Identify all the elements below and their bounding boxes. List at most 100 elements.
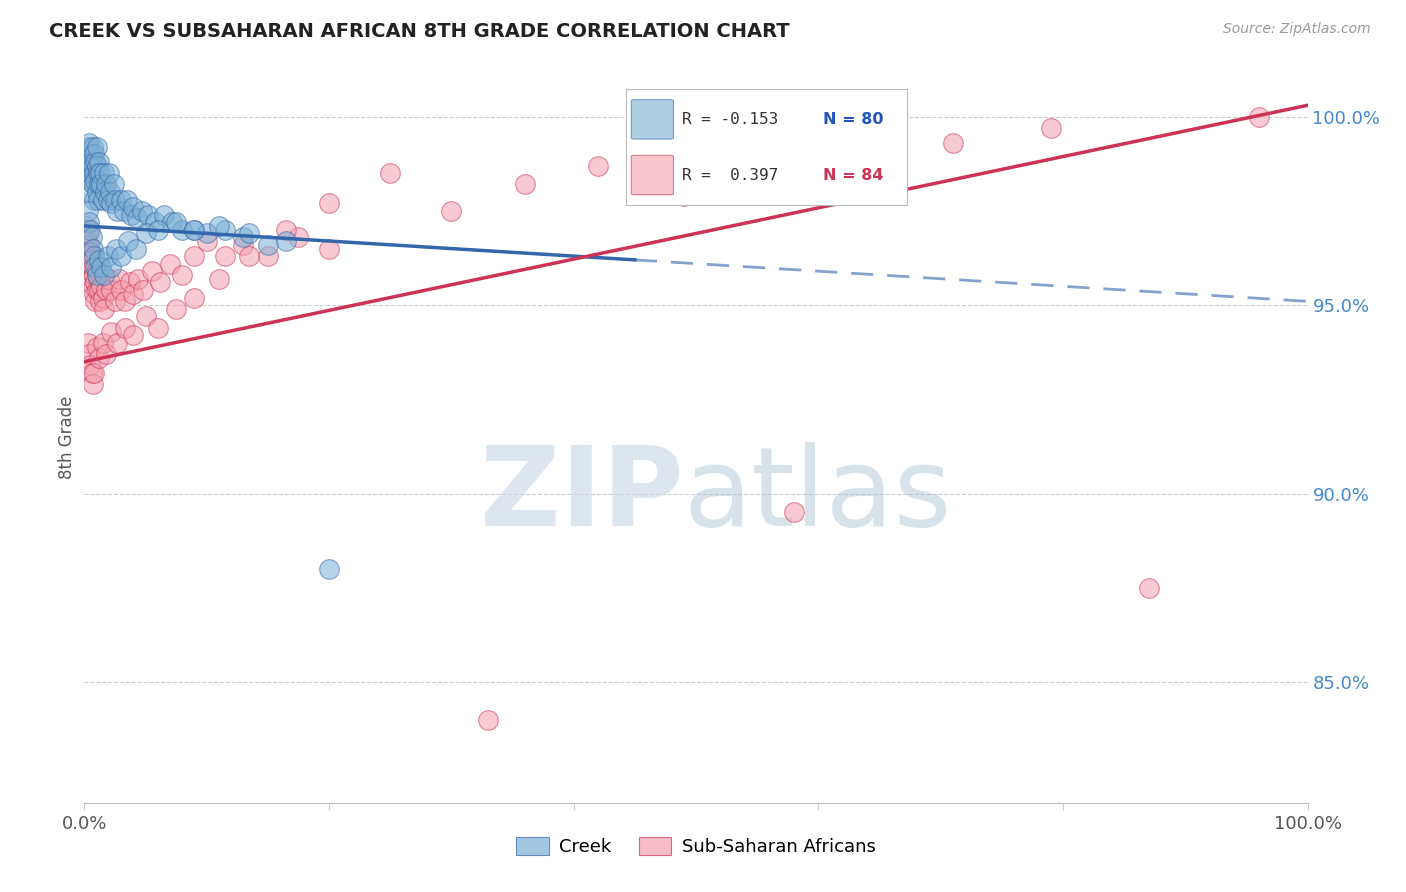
Text: atlas: atlas [683,442,952,549]
Point [79,359,101,373]
Point [89,166,111,180]
Point [146,223,169,237]
Point [586,159,609,173]
Point [77,347,100,361]
Point [131,203,153,218]
Point [76,234,98,248]
Point [93,166,115,180]
Point [87,252,110,267]
Point [90,279,112,293]
Point [83,147,105,161]
Point [105,335,128,350]
Point [82,260,104,275]
Point [104,294,127,309]
Point [127,271,149,285]
Point [110,193,132,207]
Point [112,203,135,218]
Point [86,185,108,199]
Point [80,252,103,267]
Point [77,136,100,150]
FancyBboxPatch shape [631,100,673,139]
Point [96,347,118,361]
Point [82,178,104,192]
Point [77,335,100,350]
Point [159,257,181,271]
Point [105,203,128,218]
Point [276,223,298,237]
Point [94,185,117,199]
Point [183,223,205,237]
Point [86,268,108,282]
Point [91,335,114,350]
Point [93,301,115,316]
Point [153,208,176,222]
Text: N = 80: N = 80 [823,112,883,127]
Point [80,174,103,188]
Point [232,237,254,252]
Point [96,283,118,297]
Point [87,178,110,192]
Point [146,320,169,334]
Point [110,249,132,263]
Point [89,294,111,309]
Point [172,268,194,282]
Point [100,260,122,275]
Point [183,249,205,263]
Point [104,193,127,207]
Point [115,193,138,207]
Point [82,242,104,256]
FancyBboxPatch shape [631,155,673,194]
Point [98,185,121,199]
Point [79,223,101,237]
Point [83,193,105,207]
Point [83,249,105,263]
Point [91,193,114,207]
Point [86,140,108,154]
Point [318,242,340,256]
Point [162,215,184,229]
Point [238,249,260,263]
Point [132,283,155,297]
Point [84,294,107,309]
Point [100,325,122,339]
Point [136,208,159,222]
Point [82,140,104,154]
Point [856,147,879,161]
Point [83,286,105,301]
Text: Source: ZipAtlas.com: Source: ZipAtlas.com [1223,22,1371,37]
Point [118,276,141,290]
Point [87,271,110,285]
Point [80,271,103,285]
Point [84,260,107,275]
Point [257,249,280,263]
Point [77,203,100,218]
Point [238,227,260,241]
Point [120,208,142,222]
Point [79,264,101,278]
Point [77,237,100,252]
Point [380,166,402,180]
Point [149,276,172,290]
Point [195,234,218,248]
Point [77,159,100,173]
Point [87,351,110,365]
Point [1039,120,1062,135]
Point [86,283,108,297]
Point [79,185,101,199]
Point [87,283,110,297]
Point [79,147,101,161]
Point [208,219,231,233]
Point [77,245,100,260]
Point [76,249,98,263]
Point [122,328,145,343]
Point [80,366,103,380]
Point [97,249,120,263]
Point [125,211,148,226]
Point [195,227,218,241]
Point [91,291,114,305]
Point [82,159,104,173]
Point [672,188,695,202]
Point [232,230,254,244]
Point [287,230,309,244]
Point [96,178,118,192]
